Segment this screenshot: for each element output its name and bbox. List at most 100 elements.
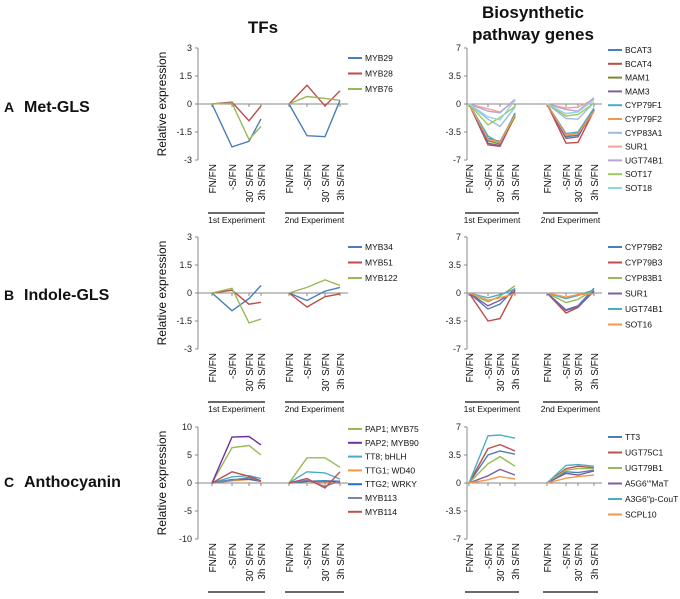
legend-label: UGT75C1 [625,448,664,458]
x-tick-label: FN/FN [285,164,296,193]
x-tick-label: 30' S/FN [321,164,332,203]
series-line-SOT18-exp1 [468,99,516,121]
x-tick-label: 3h S/FN [257,543,268,580]
series-line-CYP79F2-exp2 [546,103,595,136]
series-line-MYB51-exp1 [211,289,262,305]
legend-label: CYP83A1 [625,128,663,138]
header-biosynthetic-line1: Biosynthetic [482,3,584,22]
experiment-label: 2nd Experiment [541,404,601,414]
series-line-MYB34-exp2 [288,286,341,302]
series-line-UGT74B1-exp2 [546,97,595,112]
y-tick-label: 7 [456,422,461,432]
chart-indolegls-tfs: 3 1.5 0 -1.5 -3 Relative expression FN/FN -S/FN… [155,232,398,414]
x-tick-label: FN/FN [465,164,476,193]
legend-label: SCPL10 [625,510,657,520]
experiment-label: 2nd Experiment [285,404,345,414]
row-letter-c: C [4,474,14,490]
legend-label: CYP83B1 [625,273,663,283]
series-line-SCPL10-exp2 [546,474,595,484]
series-line-MYB29-exp1 [211,103,262,148]
y-tick-label: -7 [453,344,461,354]
series-line-UGT74B1-exp2 [546,289,595,300]
y-tick-label: -5 [184,506,192,516]
legend-label: MYB29 [365,53,393,63]
row-letter-b: B [4,287,14,303]
y-tick-label: -7 [453,534,461,544]
y-tick-label: 7 [456,43,461,53]
legend-label: PAP2; MYB90 [365,438,419,448]
x-tick-label: FN/FN [285,353,296,382]
series-line-SCPL10-exp1 [468,475,516,484]
x-tick-label: FN/FN [208,543,219,572]
legend-label: SOT18 [625,183,652,193]
y-axis-title: Relative expression [155,241,169,346]
y-tick-label: 3 [187,43,192,53]
x-tick-label: 3h S/FN [511,164,522,201]
x-tick-label: -S/FN [228,353,239,379]
x-tick-label: 30' S/FN [574,543,585,582]
series-line-MYB51-exp2 [288,292,341,308]
series-line-A5G6′′′MaT-exp2 [546,470,595,484]
series-line-MYB114-exp1 [211,471,262,484]
legend-label: BCAT4 [625,59,652,69]
x-tick-label: 3h S/FN [336,353,347,390]
legend-label: MAM3 [625,86,650,96]
y-tick-label: 0 [456,478,461,488]
series-line-PAP2; MYB90-exp1 [211,435,262,484]
x-tick-label: 30' S/FN [321,353,332,392]
legend-label: PAP1; MYB75 [365,424,419,434]
y-tick-label: 0 [187,99,192,109]
header-tfs: TFs [248,18,278,37]
x-tick-label: -S/FN [562,543,573,569]
chart-metgls-bio: 73.50-3.5-7FN/FN -S/FN 30' S/FN 3h S/FN1st … [445,43,663,225]
legend-label: TTG2; WRKY [365,479,417,489]
chart-indolegls-bio: 73.50-3.5-7FN/FN -S/FN 30' S/FN 3h S/FN1st … [445,232,663,414]
y-tick-label: 7 [456,232,461,242]
y-tick-label: -1.5 [176,127,192,137]
x-tick-label: -S/FN [303,353,314,379]
x-tick-label: 3h S/FN [336,164,347,201]
y-tick-label: -3.5 [445,506,461,516]
y-tick-label: 10 [182,422,192,432]
legend-label: UGT74B1 [625,304,663,314]
series-line-A5G6′′′MaT-exp1 [468,468,516,484]
y-tick-label: 3.5 [448,71,461,81]
x-tick-label: 30' S/FN [496,164,507,203]
experiment-label: 2nd Experiment [541,215,601,225]
row-title-anthocyanin: Anthocyanin [24,474,121,491]
x-tick-label: FN/FN [285,543,296,572]
series-line-PAP1; MYB75-exp1 [211,444,262,484]
series-line-MYB76-exp1 [211,102,262,141]
legend-label: A3G6′′p-CouT [625,494,678,504]
y-tick-label: 0 [187,478,192,488]
legend-label: MYB76 [365,84,393,94]
x-tick-label: -S/FN [228,164,239,190]
legend-label: MYB113 [365,493,397,503]
series-line-SOT18-exp2 [546,99,595,115]
series-line-UGT79B1-exp2 [546,467,594,484]
series-line-CYP79F2-exp1 [468,103,516,144]
x-tick-label: 30' S/FN [574,164,585,203]
series-line-CYP83A1-exp2 [546,101,595,120]
x-tick-label: FN/FN [208,164,219,193]
x-tick-label: -S/FN [228,543,239,569]
x-tick-label: FN/FN [543,353,554,382]
y-tick-label: 0 [456,288,461,298]
y-axis-title: Relative expression [155,52,169,157]
legend-label: SOT16 [625,320,652,330]
y-tick-label: -1.5 [176,316,192,326]
x-tick-label: -S/FN [484,543,495,569]
series-line-TT8; bHLH-exp1 [211,474,262,484]
series-line-SOT17-exp2 [546,102,595,117]
legend-label: SOT17 [625,169,652,179]
x-tick-label: 30' S/FN [574,353,585,392]
series-line-TT8; bHLH-exp2 [288,471,341,484]
y-tick-label: 1.5 [179,260,192,270]
legend-label: SUR1 [625,289,648,299]
x-tick-label: 30' S/FN [245,543,256,582]
series-line-A3G6′′p-CouT-exp2 [546,463,595,484]
series-line-MYB122-exp2 [288,279,341,294]
legend-label: CYP79F2 [625,114,662,124]
x-tick-label: 3h S/FN [336,543,347,580]
